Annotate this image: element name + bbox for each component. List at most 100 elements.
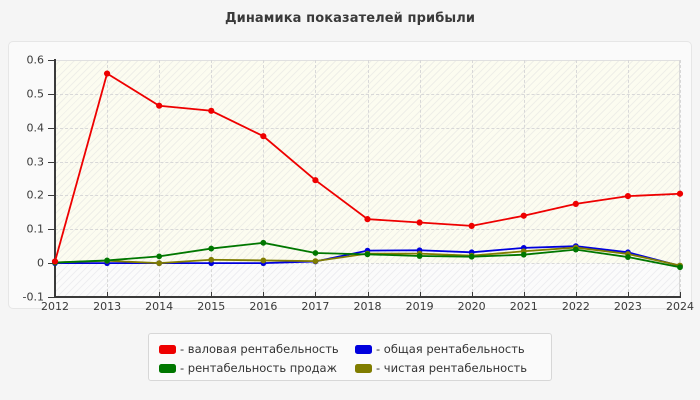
x-axis-tick-label: 2022 [561, 300, 590, 313]
gridline-vertical [575, 60, 577, 297]
x-axis-tick [211, 292, 213, 298]
series-data-point [260, 133, 267, 140]
series-data-point [208, 256, 215, 263]
series-data-point [520, 212, 527, 219]
gridline-vertical [680, 60, 681, 297]
x-axis-tick-label: 2015 [197, 300, 226, 313]
page-title: Динамика показателей прибыли [224, 11, 476, 26]
y-axis-tick-label: 0.3 [26, 155, 45, 169]
legend-item-label: - общая рентабельность [376, 342, 525, 356]
series-data-point [312, 250, 319, 256]
series-data-point [156, 253, 163, 260]
y-axis-tick-label: 0.1 [26, 222, 45, 236]
x-axis-tick [367, 292, 369, 298]
series-data-point [260, 257, 267, 264]
series-data-point [156, 102, 163, 109]
y-axis-tick [48, 127, 54, 129]
legend-swatch-icon [355, 344, 372, 354]
series-data-point [468, 253, 475, 260]
y-axis-tick [48, 229, 54, 231]
x-axis-tick [627, 292, 629, 298]
plot-right-border [679, 60, 680, 297]
series-data-point [260, 239, 267, 246]
series-data-point [208, 245, 215, 252]
x-axis-tick-label: 2023 [613, 300, 642, 313]
y-axis-tick [48, 60, 54, 61]
x-axis-tick-label: 2019 [405, 300, 434, 313]
legend-item-net[interactable]: - чистая рентабельность [355, 359, 551, 378]
series-data-point [156, 260, 163, 267]
series-data-point [468, 222, 475, 229]
series-lines [51, 70, 684, 271]
y-axis-tick [48, 161, 54, 163]
legend-swatch-icon [159, 363, 176, 373]
series-data-point [208, 107, 215, 114]
gridline-vertical [107, 60, 109, 297]
y-axis-tick-label: 0.5 [26, 87, 45, 101]
x-axis-tick [523, 292, 525, 298]
gridline-vertical [523, 60, 525, 297]
x-axis-tick [575, 292, 577, 298]
y-axis-line [54, 59, 56, 298]
y-axis-tick [48, 263, 54, 265]
gridline-vertical [419, 60, 421, 297]
legend: - валовая рентабельность - общая рентабел… [148, 333, 552, 381]
y-axis-tick [48, 297, 54, 298]
x-axis-tick-label: 2018 [353, 300, 382, 313]
gridline-vertical [263, 60, 265, 297]
x-axis-tick-label: 2020 [457, 300, 486, 313]
legend-item-label: - рентабельность продаж [180, 361, 337, 375]
x-axis-tick [680, 292, 681, 298]
series-data-point [312, 177, 319, 184]
x-axis-tick [471, 292, 473, 298]
gridline-vertical [159, 60, 161, 297]
x-axis-tick-label: 2016 [249, 300, 278, 313]
legend-item-total[interactable]: - общая рентабельность [355, 340, 551, 359]
x-axis-tick [107, 292, 109, 298]
x-axis-tick-label: 2012 [41, 300, 69, 313]
series-data-point [104, 257, 110, 264]
y-axis-tick-label: -0.1 [22, 290, 44, 304]
series-data-point [103, 70, 111, 77]
series-line [54, 72, 681, 262]
x-axis-tick-label: 2013 [93, 300, 122, 313]
x-axis-tick [419, 292, 421, 298]
y-axis-tick-label: 0 [37, 256, 44, 270]
series-data-point [572, 246, 579, 253]
y-axis-tick-label: 0.2 [26, 188, 45, 202]
legend-item-label: - валовая рентабельность [180, 342, 339, 356]
series-data-point [416, 253, 423, 259]
series-data-point [364, 251, 371, 258]
x-axis-tick-label: 2021 [509, 300, 538, 313]
legend-item-label: - чистая рентабельность [376, 361, 528, 375]
series-data-point [624, 193, 632, 200]
series-data-point [520, 251, 527, 258]
y-axis-tick-label: 0.4 [26, 121, 45, 135]
series-data-point [364, 216, 371, 223]
x-axis-tick-label: 2014 [145, 300, 174, 313]
legend-swatch-icon [355, 363, 372, 373]
x-axis-tick [55, 292, 56, 298]
y-axis-tick [48, 93, 54, 95]
x-axis-tick-label: 2017 [301, 300, 330, 313]
x-axis-tick [159, 292, 161, 298]
legend-item-sales[interactable]: - рентабельность продаж [159, 359, 355, 378]
legend-item-gross[interactable]: - валовая рентабельность [159, 340, 355, 359]
series-data-point [416, 219, 423, 226]
series-data-point [572, 200, 579, 207]
gridline-vertical [471, 60, 473, 297]
y-axis-tick [48, 195, 54, 197]
x-axis-tick [263, 292, 265, 298]
y-axis-tick-label: 0.6 [26, 53, 45, 67]
series-data-point [676, 190, 684, 197]
gridline-vertical [627, 60, 629, 297]
series-data-point [625, 254, 631, 260]
x-axis-tick-label: 2024 [666, 300, 694, 313]
legend-swatch-icon [159, 344, 176, 354]
gridline-vertical [367, 60, 369, 297]
series-data-point [51, 258, 59, 265]
x-axis-tick [315, 292, 317, 298]
gridline-vertical [211, 60, 213, 297]
series-data-point [312, 258, 319, 265]
